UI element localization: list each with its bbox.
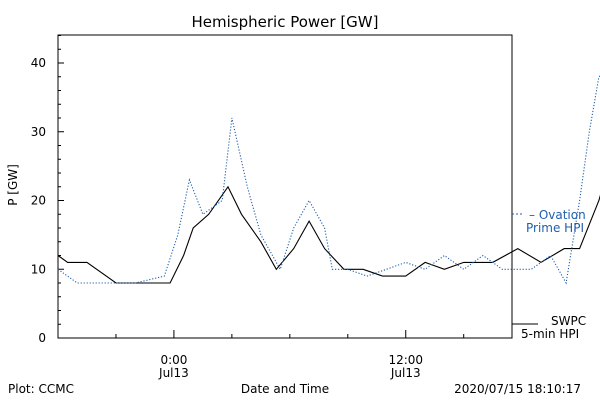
y-tick-label: 0 (38, 331, 46, 345)
y-tick-label: 40 (31, 56, 46, 70)
plot-credit: Plot: CCMC (8, 382, 74, 396)
y-tick-label: 20 (31, 194, 46, 208)
x-tick-label-time: 0:00 (160, 353, 187, 367)
plot-frame (57, 34, 513, 339)
ovation-prime-line (57, 75, 600, 285)
y-tick-label: 30 (31, 125, 46, 139)
plot-timestamp: 2020/07/15 18:10:17 (454, 382, 581, 396)
x-tick-label-time: 12:00 (388, 353, 423, 367)
y-tick-label: 10 (31, 262, 46, 276)
ovation-legend-label-line2: Prime HPI (526, 221, 584, 235)
ovation-legend-label-line1: – Ovation (529, 208, 586, 222)
y-axis-label: P [GW] (6, 164, 20, 206)
series-group (57, 75, 600, 285)
x-tick-label-date: Jul13 (390, 366, 421, 380)
swpc-legend-label-line2: 5-min HPI (521, 327, 579, 341)
swpc-legend-label-line1: SWPC (551, 314, 586, 328)
axes: 0102030400:00Jul1312:00Jul130:00Jul1412:… (31, 34, 513, 380)
chart-title: Hemispheric Power [GW] (192, 13, 379, 31)
swpc-hpi-line (57, 185, 600, 284)
x-axis-label: Date and Time (241, 382, 329, 396)
x-tick-label-date: Jul13 (158, 366, 189, 380)
